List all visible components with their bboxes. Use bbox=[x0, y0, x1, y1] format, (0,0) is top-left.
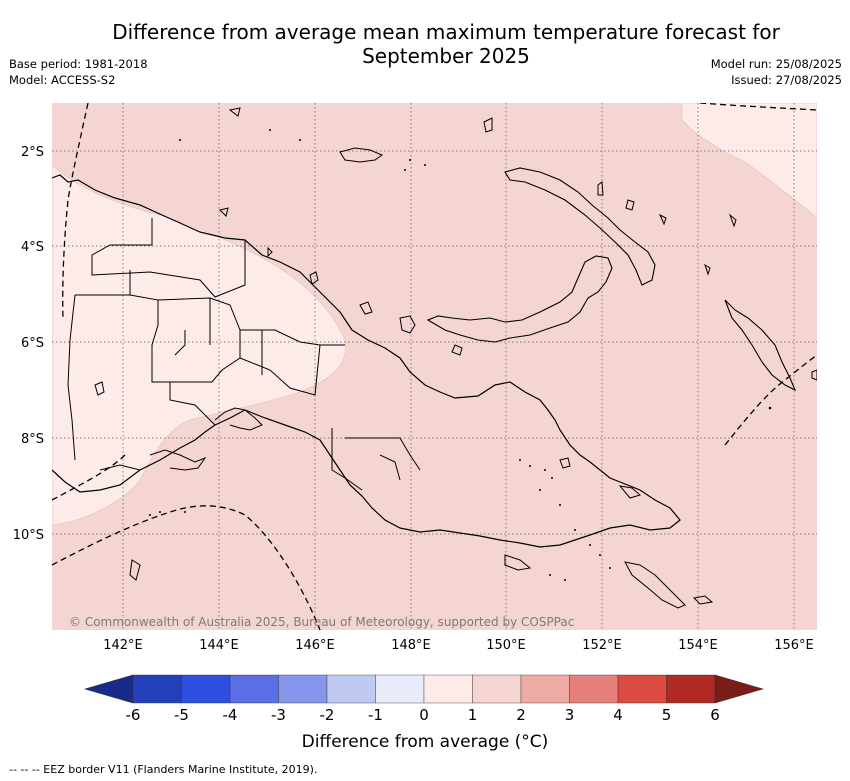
model-name: Model: ACCESS-S2 bbox=[9, 73, 116, 87]
lon-label-156e: 156°E bbox=[774, 638, 814, 653]
new-britain bbox=[426, 255, 613, 343]
lon-label-152e: 152°E bbox=[582, 638, 622, 653]
new-guinea-coastline bbox=[52, 174, 681, 548]
meta-right: Model run: 25/08/2025 Issued: 27/08/2025 bbox=[711, 56, 842, 88]
model-run: Model run: 25/08/2025 bbox=[710, 57, 842, 71]
eez-borders bbox=[52, 103, 817, 630]
longitude-labels: 142°E 144°E 146°E 148°E 150°E 152°E 154°… bbox=[103, 638, 814, 653]
colorbar-tick-label: 6 bbox=[710, 706, 720, 724]
title-line-2: September 2025 bbox=[362, 44, 530, 68]
islets-dots bbox=[149, 129, 772, 581]
title-line-1: Difference from average mean maximum tem… bbox=[112, 20, 780, 44]
small-islands bbox=[94, 107, 817, 609]
colorbar-segment bbox=[181, 674, 231, 704]
graticule bbox=[52, 103, 817, 630]
colorbar-tick-label: -1 bbox=[368, 706, 383, 724]
base-period: Base period: 1981-2018 bbox=[9, 57, 148, 71]
colorbar-segment bbox=[423, 674, 473, 704]
lon-label-148e: 148°E bbox=[391, 638, 431, 653]
colorbar-tick-label: -3 bbox=[271, 706, 286, 724]
colorbar-title: Difference from average (°C) bbox=[301, 732, 549, 752]
colorbar-tick-label: 2 bbox=[516, 706, 526, 724]
bougainville bbox=[724, 299, 797, 392]
lon-label-142e: 142°E bbox=[103, 638, 143, 653]
lat-label-2s: 2°S bbox=[21, 145, 44, 160]
fly-river-delta bbox=[99, 449, 207, 471]
lon-label-150e: 150°E bbox=[486, 638, 526, 653]
lon-label-144e: 144°E bbox=[199, 638, 239, 653]
copyright-text: © Commonwealth of Australia 2025, Bureau… bbox=[69, 615, 574, 629]
lat-label-8s: 8°S bbox=[21, 432, 44, 447]
colorbar-segment bbox=[278, 674, 328, 704]
lat-label-6s: 6°S bbox=[21, 336, 44, 351]
colorbar-tick-label: 3 bbox=[565, 706, 575, 724]
colorbar-tick-label: 5 bbox=[662, 706, 672, 724]
lat-label-4s: 4°S bbox=[21, 240, 44, 255]
colorbar-tick-label: 1 bbox=[468, 706, 478, 724]
colorbar-tick-label: -4 bbox=[223, 706, 238, 724]
eez-legend-note: -- -- -- EEZ border V11 (Flanders Marine… bbox=[9, 763, 318, 776]
colorbar-segment bbox=[229, 674, 279, 704]
colorbar-segment bbox=[617, 674, 667, 704]
colorbar-segment bbox=[326, 674, 376, 704]
anomaly-region-northeast bbox=[681, 103, 817, 219]
colorbar-tick-label: -5 bbox=[174, 706, 189, 724]
colorbar-tick-label: -6 bbox=[126, 706, 141, 724]
provincial-borders bbox=[67, 218, 421, 491]
colorbar-segment bbox=[666, 674, 716, 704]
issued-date: Issued: 27/08/2025 bbox=[731, 73, 842, 87]
colorbar-tick-label: -2 bbox=[320, 706, 335, 724]
gulf-coastline-detail bbox=[214, 407, 263, 431]
colorbar-extend-high bbox=[714, 674, 765, 704]
colorbar-segment bbox=[472, 674, 522, 704]
lon-label-146e: 146°E bbox=[295, 638, 335, 653]
colorbar-extend-low bbox=[83, 674, 134, 704]
colorbar-tick-label: 0 bbox=[419, 706, 429, 724]
colorbar-segment bbox=[520, 674, 570, 704]
anomaly-region-west bbox=[52, 164, 347, 526]
latitude-labels: 2°S 4°S 6°S 8°S 10°S bbox=[13, 145, 44, 543]
colorbar-segment bbox=[375, 674, 425, 704]
colorbar-segment bbox=[132, 674, 182, 704]
map-title: Difference from average mean maximum tem… bbox=[0, 20, 850, 68]
colorbar-tick-labels: -6 -5 -4 -3 -2 -1 0 1 2 3 4 5 6 bbox=[126, 706, 720, 724]
lat-label-10s: 10°S bbox=[13, 528, 44, 543]
new-ireland bbox=[504, 167, 656, 286]
colorbar-segment bbox=[569, 674, 619, 704]
colorbar-tick-label: 4 bbox=[613, 706, 623, 724]
colorbar bbox=[83, 674, 765, 704]
meta-left: Base period: 1981-2018 Model: ACCESS-S2 bbox=[9, 56, 148, 88]
lon-label-154e: 154°E bbox=[678, 638, 718, 653]
